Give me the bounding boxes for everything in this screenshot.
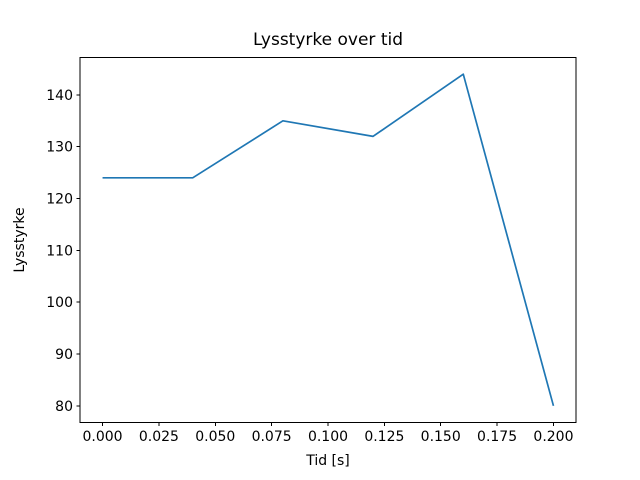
x-tick-label: 0.050 xyxy=(195,429,235,445)
x-tick-label: 0.000 xyxy=(82,429,122,445)
y-tick-label: 120 xyxy=(46,192,73,208)
y-tick-label: 110 xyxy=(46,243,73,259)
y-tick-label: 80 xyxy=(55,399,73,415)
y-tick-label: 90 xyxy=(55,347,73,363)
axes-spines xyxy=(79,57,577,423)
x-tick-label: 0.075 xyxy=(252,429,292,445)
x-tick-label: 0.200 xyxy=(533,429,573,445)
x-tick-label: 0.025 xyxy=(139,429,179,445)
x-tick-label: 0.100 xyxy=(308,429,348,445)
y-axis-label: Lysstyrke xyxy=(12,207,28,272)
x-tick-label: 0.175 xyxy=(477,429,517,445)
y-tick-label: 130 xyxy=(46,140,73,156)
y-tick-label: 140 xyxy=(46,88,73,104)
chart-title: Lysstyrke over tid xyxy=(253,30,403,50)
x-axis-label: Tid [s] xyxy=(305,453,350,469)
x-tick-label: 0.125 xyxy=(364,429,404,445)
x-tick-label: 0.150 xyxy=(421,429,461,445)
y-tick-label: 100 xyxy=(46,295,73,311)
data-line-lysstyrke xyxy=(102,73,555,407)
